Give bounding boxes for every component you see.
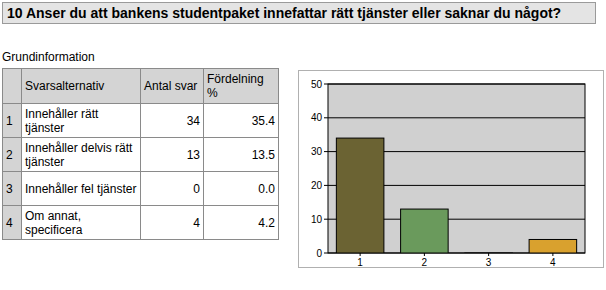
- y-tick: [324, 185, 328, 186]
- table-cell: 34: [141, 104, 204, 138]
- section-title: Grundinformation: [2, 50, 95, 64]
- x-tick-label: 4: [550, 257, 556, 268]
- table-row: 1Innehåller rätt tjänster3435.4: [3, 104, 279, 138]
- chart-frame: [299, 71, 604, 268]
- x-tick-label: 2: [422, 257, 428, 268]
- row-index: 4: [3, 206, 22, 240]
- x-tick: [552, 253, 553, 256]
- y-tick: [324, 253, 328, 254]
- header-row: SvarsalternativAntal svarFördelning %: [3, 69, 279, 104]
- table-row: 2Innehåller delvis rätt tjänster1313.5: [3, 138, 279, 172]
- x-tick-label: 3: [486, 257, 492, 268]
- data-table: SvarsalternativAntal svarFördelning %1In…: [2, 68, 279, 240]
- table-cell: 4: [141, 206, 204, 240]
- bar: [401, 209, 449, 253]
- table-row: 4Om annat, specificera44.2: [3, 206, 279, 240]
- row-index: 3: [3, 172, 22, 206]
- y-tick-label: 10: [311, 214, 323, 225]
- corner-cell: [3, 69, 22, 104]
- chart-svg: 0 10 20 30 40 50 1 2 3 4: [298, 70, 604, 268]
- bar: [336, 138, 384, 253]
- column-header: Svarsalternativ: [22, 69, 141, 104]
- column-header: Antal svar: [141, 69, 204, 104]
- table-cell: 0.0: [204, 172, 279, 206]
- table-cell: Om annat, specificera: [22, 206, 141, 240]
- table-cell: Innehåller rätt tjänster: [22, 104, 141, 138]
- table-cell: 13: [141, 138, 204, 172]
- row-index: 2: [3, 138, 22, 172]
- table-cell: Innehåller delvis rätt tjänster: [22, 138, 141, 172]
- chart: 0 10 20 30 40 50 1 2 3 4: [298, 70, 604, 272]
- table-cell: 4.2: [204, 206, 279, 240]
- y-tick-label: 0: [316, 248, 322, 259]
- table-cell: 13.5: [204, 138, 279, 172]
- bars: [336, 138, 576, 253]
- x-tick: [488, 253, 489, 256]
- table-wrap: SvarsalternativAntal svarFördelning %1In…: [2, 68, 279, 240]
- table-row: 3Innehåller fel tjänster00.0: [3, 172, 279, 206]
- y-tick-label: 40: [311, 112, 323, 123]
- grid-line: [328, 84, 585, 85]
- plot-area: [328, 84, 585, 253]
- table-cell: 35.4: [204, 104, 279, 138]
- column-header: Fördelning %: [204, 69, 279, 104]
- title-bar: 10 Anser du att bankens studentpaket inn…: [2, 2, 596, 24]
- x-tick: [360, 253, 361, 256]
- y-tick-label: 30: [311, 146, 323, 157]
- bar: [529, 239, 577, 253]
- x-tick-label: 1: [357, 257, 363, 268]
- y-tick: [324, 219, 328, 220]
- row-index: 1: [3, 104, 22, 138]
- grid-line: [328, 117, 585, 118]
- y-tick: [324, 84, 328, 85]
- y-tick: [324, 117, 328, 118]
- y-tick-label: 20: [311, 180, 323, 191]
- y-tick: [324, 151, 328, 152]
- table-cell: 0: [141, 172, 204, 206]
- y-tick-label: 50: [311, 79, 323, 90]
- table-cell: Innehåller fel tjänster: [22, 172, 141, 206]
- x-tick: [424, 253, 425, 256]
